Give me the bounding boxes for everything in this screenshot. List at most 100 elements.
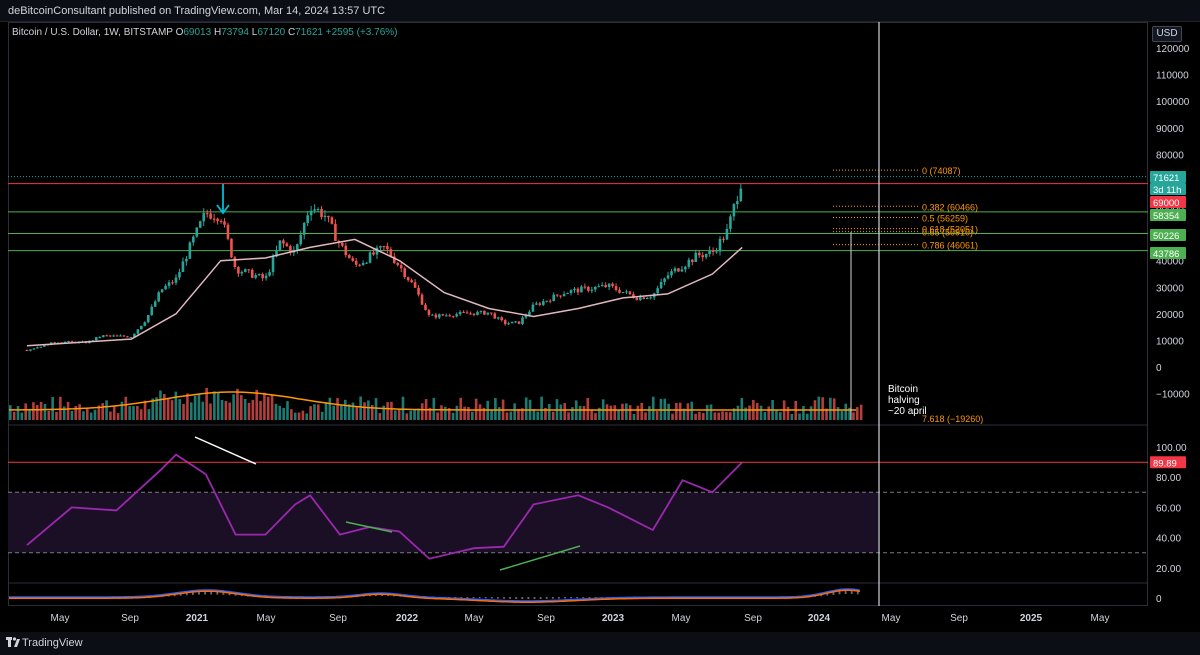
volume-bar: [409, 410, 412, 420]
volume-bar: [744, 407, 747, 420]
volume-bar: [532, 409, 536, 420]
volume-bar: [155, 397, 158, 420]
volume-bar: [829, 397, 832, 420]
divergence-line-mid: [345, 521, 393, 533]
volume-bar: [767, 406, 771, 420]
volume-bar: [644, 412, 647, 420]
macd-histogram-bar: [515, 597, 518, 599]
volume-bar: [632, 413, 636, 420]
candle-body: [500, 317, 504, 321]
volume-bar: [51, 397, 54, 420]
candle-body: [580, 286, 583, 293]
candle-body: [264, 275, 268, 279]
volume-bar: [139, 409, 143, 420]
candle-body: [330, 217, 334, 224]
volume-bar: [613, 405, 617, 420]
price-label-text: 50226: [1153, 231, 1179, 242]
candle-body: [663, 278, 666, 282]
candle-body: [257, 274, 261, 276]
candle-body: [212, 218, 216, 220]
macd-histogram-bar: [558, 597, 560, 599]
candle-body: [219, 220, 223, 222]
candle-body: [670, 271, 673, 276]
candle-body: [358, 264, 361, 266]
candle-body: [43, 344, 46, 347]
candle-body: [347, 255, 351, 259]
macd-histogram-bar: [503, 597, 505, 599]
volume-bar: [20, 412, 24, 420]
candle-body: [136, 329, 140, 334]
volume-bar: [856, 407, 859, 420]
volume-bar: [740, 397, 744, 420]
tradingview-logo-icon[interactable]: [6, 637, 20, 649]
candle-body: [375, 247, 379, 255]
volume-average-line: [9, 391, 856, 411]
volume-bar: [336, 398, 339, 420]
volume-bar: [78, 404, 81, 420]
candle-body: [566, 293, 569, 295]
chart-area[interactable]: [8, 22, 1148, 606]
candle-body: [701, 255, 704, 258]
candle-body: [649, 297, 653, 299]
candle-body: [195, 227, 199, 237]
volume-bar: [467, 406, 470, 420]
volume-bar: [35, 405, 39, 420]
volume-bar: [32, 402, 35, 420]
macd-line: [9, 588, 861, 602]
volume-bar: [39, 401, 43, 420]
rsi-tick-label: 20.00: [1156, 564, 1181, 575]
volume-bar: [189, 402, 193, 420]
volume-bar: [609, 405, 613, 420]
price-label-tag: [1150, 209, 1186, 221]
candle-body: [614, 286, 618, 290]
candle-body: [323, 215, 327, 218]
macd-histogram-bar: [576, 597, 579, 599]
candle-body: [490, 312, 493, 314]
volume-bar: [694, 413, 697, 420]
volume-bar: [779, 412, 782, 420]
volume-bar: [355, 406, 359, 420]
candle-body: [153, 301, 157, 307]
rsi-tick-label: 40.00: [1156, 534, 1181, 545]
open-label: O: [175, 27, 184, 38]
volume-bar: [790, 413, 794, 420]
macd-histogram-bar: [564, 597, 566, 599]
macd-histogram-bar: [856, 590, 859, 595]
candle-body: [306, 215, 309, 224]
candle-body: [67, 341, 70, 343]
candle-body: [365, 262, 368, 264]
candle-body: [164, 285, 167, 290]
time-axis-label: May: [672, 613, 691, 624]
volume-bar: [605, 404, 609, 420]
symbol-name[interactable]: Bitcoin / U.S. Dollar, 1W, BITSTAMP: [12, 27, 173, 38]
volume-bar: [844, 403, 848, 420]
candle-body: [528, 311, 531, 316]
volume-bar: [671, 413, 674, 420]
volume-bar: [317, 404, 320, 420]
time-axis-label: Sep: [121, 613, 139, 624]
candle-body: [344, 245, 348, 256]
candle-body: [413, 282, 417, 288]
candle-body: [63, 341, 67, 343]
volume-bar: [247, 402, 251, 420]
volume-bar: [232, 394, 235, 420]
candle-body: [181, 261, 185, 273]
price-label-tag: [1150, 183, 1186, 195]
volume-bar: [759, 405, 763, 420]
candle-body: [628, 291, 632, 295]
candle-body: [205, 213, 209, 215]
change-value: +2595 (+3.76%): [325, 27, 398, 38]
tradingview-brand[interactable]: TradingView: [22, 637, 83, 649]
volume-bar: [563, 403, 566, 420]
candle-body: [53, 342, 57, 344]
volume-bar: [825, 408, 828, 420]
time-axis-label: May: [257, 613, 276, 624]
volume-bar: [55, 411, 58, 420]
candle-body: [313, 209, 316, 211]
candle-body: [372, 252, 375, 255]
currency-button[interactable]: USD: [1152, 26, 1182, 42]
macd-histogram-bar: [844, 590, 847, 595]
price-label-tag: [1150, 247, 1186, 259]
volume-bar: [594, 413, 597, 420]
